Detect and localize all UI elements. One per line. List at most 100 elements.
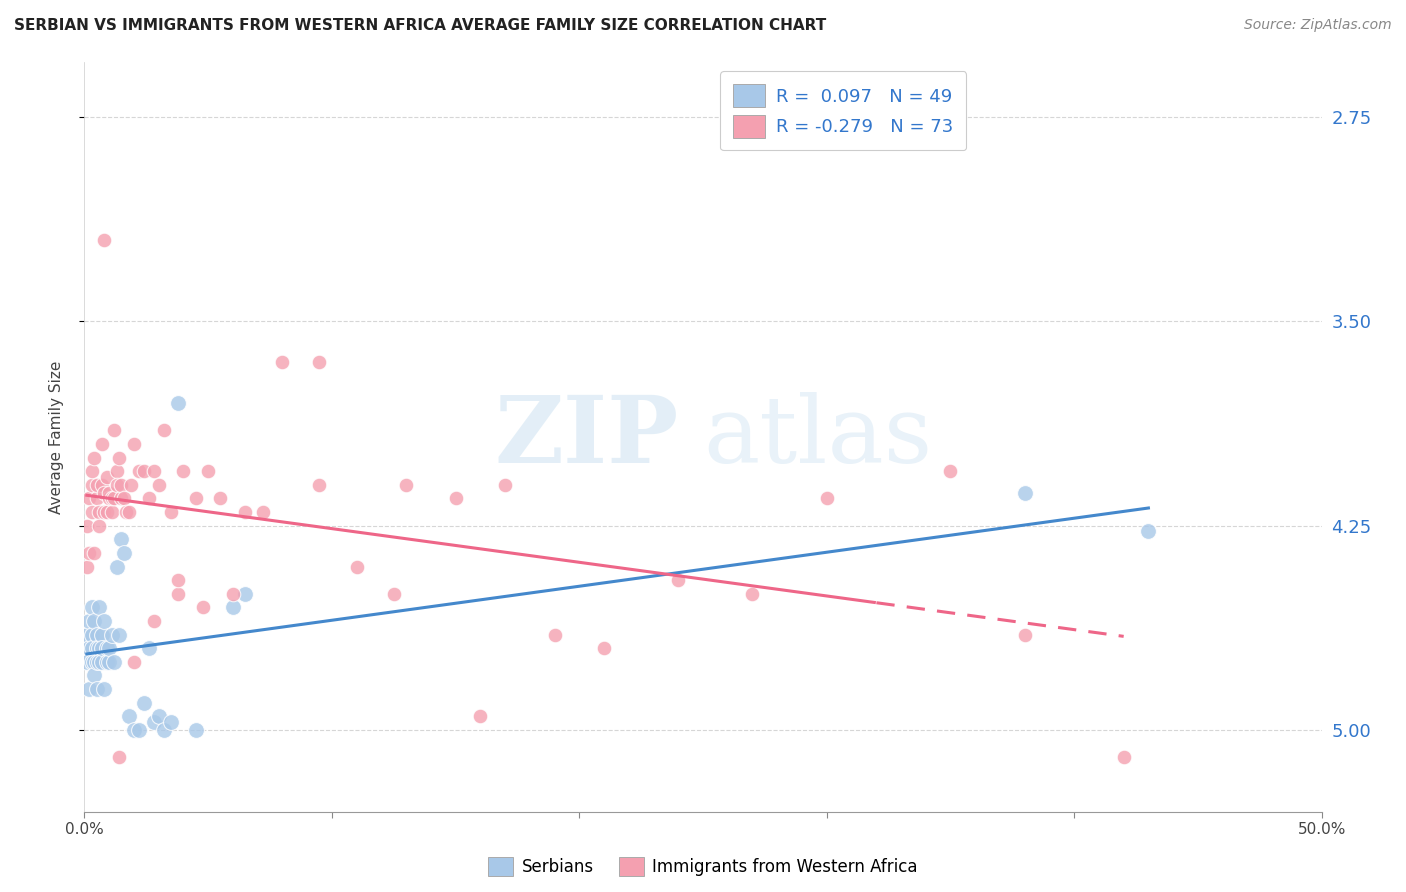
Point: [222, 587, 245, 601]
Point: [939, 464, 962, 478]
Point: [80, 505, 103, 519]
Point: [93, 614, 115, 628]
Point: [103, 423, 125, 437]
Point: [160, 714, 183, 729]
Point: [308, 477, 330, 491]
Point: [86, 641, 108, 656]
Point: [167, 396, 190, 410]
Point: [346, 559, 368, 574]
Point: [89, 518, 111, 533]
Point: [115, 505, 138, 519]
Point: [142, 614, 165, 628]
Point: [76, 655, 98, 669]
Point: [1112, 750, 1135, 764]
Point: [83, 450, 105, 465]
Point: [395, 477, 418, 491]
Point: [152, 723, 174, 737]
Text: Source: ZipAtlas.com: Source: ZipAtlas.com: [1244, 18, 1392, 32]
Point: [89, 600, 111, 615]
Point: [118, 505, 141, 519]
Point: [271, 355, 294, 369]
Point: [105, 464, 128, 478]
Point: [543, 627, 565, 641]
Point: [160, 505, 183, 519]
Point: [86, 655, 108, 669]
Point: [98, 486, 121, 500]
Point: [1014, 486, 1036, 500]
Point: [122, 437, 145, 451]
Point: [90, 641, 112, 656]
Point: [152, 423, 174, 437]
Point: [112, 546, 135, 560]
Point: [103, 491, 125, 506]
Point: [100, 491, 122, 506]
Point: [86, 491, 108, 506]
Point: [103, 655, 125, 669]
Point: [79, 546, 101, 560]
Point: [444, 491, 467, 506]
Point: [308, 355, 330, 369]
Point: [252, 505, 274, 519]
Y-axis label: Average Family Size: Average Family Size: [49, 360, 63, 514]
Point: [128, 723, 150, 737]
Point: [1137, 524, 1160, 538]
Point: [815, 491, 838, 506]
Point: [167, 573, 190, 587]
Point: [142, 464, 165, 478]
Point: [83, 546, 105, 560]
Point: [79, 614, 101, 628]
Point: [93, 682, 115, 697]
Point: [142, 714, 165, 729]
Point: [108, 627, 131, 641]
Legend: R =  0.097   N = 49, R = -0.279   N = 73: R = 0.097 N = 49, R = -0.279 N = 73: [720, 71, 966, 151]
Point: [110, 477, 132, 491]
Text: ZIP: ZIP: [494, 392, 678, 482]
Point: [96, 641, 118, 656]
Point: [90, 437, 112, 451]
Point: [138, 641, 160, 656]
Point: [80, 464, 103, 478]
Point: [184, 723, 207, 737]
Point: [233, 587, 256, 601]
Point: [90, 627, 112, 641]
Point: [148, 709, 170, 723]
Point: [86, 627, 108, 641]
Text: atlas: atlas: [703, 392, 932, 482]
Point: [90, 655, 112, 669]
Point: [98, 655, 121, 669]
Point: [79, 682, 101, 697]
Point: [76, 627, 98, 641]
Point: [197, 464, 219, 478]
Point: [86, 477, 108, 491]
Point: [209, 491, 232, 506]
Point: [79, 641, 101, 656]
Point: [593, 641, 616, 656]
Point: [100, 627, 122, 641]
Point: [93, 233, 115, 247]
Point: [1014, 627, 1036, 641]
Point: [110, 533, 132, 547]
Point: [98, 491, 121, 506]
Point: [222, 600, 245, 615]
Point: [96, 505, 118, 519]
Point: [108, 750, 131, 764]
Point: [108, 450, 131, 465]
Point: [112, 491, 135, 506]
Point: [148, 477, 170, 491]
Point: [89, 505, 111, 519]
Point: [191, 600, 214, 615]
Point: [89, 655, 111, 669]
Point: [80, 641, 103, 656]
Point: [80, 477, 103, 491]
Point: [89, 641, 111, 656]
Point: [76, 559, 98, 574]
Point: [86, 682, 108, 697]
Point: [494, 477, 516, 491]
Point: [98, 641, 121, 656]
Point: [184, 491, 207, 506]
Point: [233, 505, 256, 519]
Point: [105, 477, 128, 491]
Point: [105, 559, 128, 574]
Text: SERBIAN VS IMMIGRANTS FROM WESTERN AFRICA AVERAGE FAMILY SIZE CORRELATION CHART: SERBIAN VS IMMIGRANTS FROM WESTERN AFRIC…: [14, 18, 827, 33]
Point: [470, 709, 492, 723]
